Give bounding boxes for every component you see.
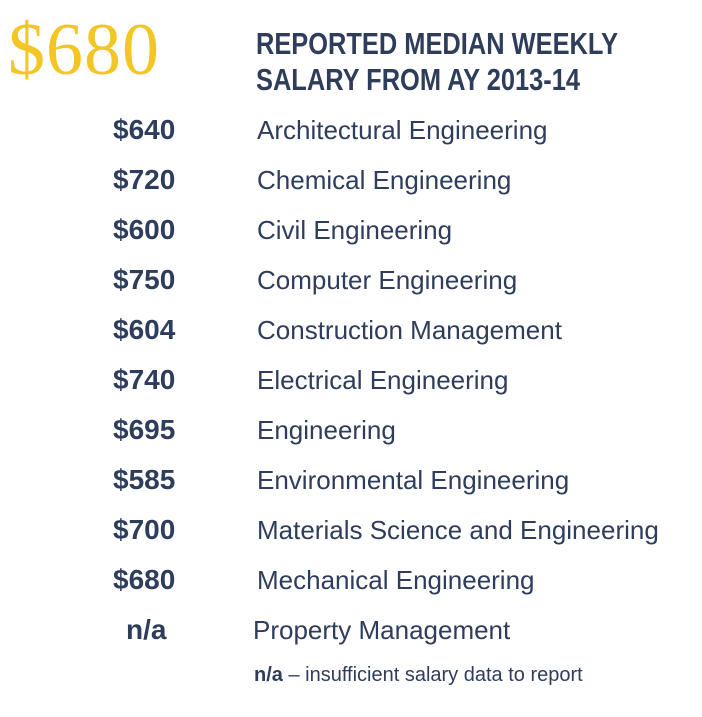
salary-amount: $740 xyxy=(113,364,176,395)
salary-amount: $695 xyxy=(113,414,176,445)
program-name: Electrical Engineering xyxy=(257,365,509,395)
salary-row: $720 Chemical Engineering xyxy=(0,155,702,205)
headline-median-salary: $680 xyxy=(8,9,160,91)
salary-amount: $750 xyxy=(113,264,176,295)
salary-row: $695 Engineering xyxy=(0,405,702,455)
salary-amount: $600 xyxy=(113,214,176,245)
footnote-text: – insufficient salary data to report xyxy=(282,664,583,686)
salary-row: $600 Civil Engineering xyxy=(0,205,702,255)
salary-amount: $680 xyxy=(113,564,176,595)
program-name: Property Management xyxy=(253,615,511,645)
salary-row: $640 Architectural Engineering xyxy=(0,105,702,155)
salary-amount: $720 xyxy=(113,164,176,195)
salary-row: $740 Electrical Engineering xyxy=(0,355,702,405)
program-name: Computer Engineering xyxy=(257,265,518,295)
program-name: Engineering xyxy=(257,415,396,445)
program-name: Construction Management xyxy=(257,315,562,345)
salary-row: $680 Mechanical Engineering xyxy=(0,555,702,605)
footnote: n/a – insufficient salary data to report xyxy=(254,660,583,690)
salary-row: n/a Property Management xyxy=(0,605,702,655)
program-name: Civil Engineering xyxy=(257,215,453,245)
program-name: Architectural Engineering xyxy=(257,115,548,145)
salary-list: $640 Architectural Engineering $720 Chem… xyxy=(0,105,702,655)
salary-amount: $585 xyxy=(113,464,176,495)
salary-row: $604 Construction Management xyxy=(0,305,702,355)
program-name: Chemical Engineering xyxy=(257,165,512,195)
program-name: Environmental Engineering xyxy=(257,465,570,495)
program-name: Materials Science and Engineering xyxy=(257,515,659,545)
headline-title-line-2: SALARY FROM AY 2013-14 xyxy=(256,62,581,97)
salary-row: $585 Environmental Engineering xyxy=(0,455,702,505)
footnote-key: n/a xyxy=(254,664,283,686)
salary-row: $750 Computer Engineering xyxy=(0,255,702,305)
salary-amount: n/a xyxy=(126,614,167,645)
program-name: Mechanical Engineering xyxy=(257,565,535,595)
salary-amount: $640 xyxy=(113,114,176,145)
headline-title-line-1: REPORTED MEDIAN WEEKLY xyxy=(256,26,619,61)
salary-amount: $700 xyxy=(113,514,176,545)
salary-amount: $604 xyxy=(113,314,176,345)
headline-title: REPORTED MEDIAN WEEKLY SALARY FROM AY 20… xyxy=(256,26,618,98)
salary-row: $700 Materials Science and Engineering xyxy=(0,505,702,555)
